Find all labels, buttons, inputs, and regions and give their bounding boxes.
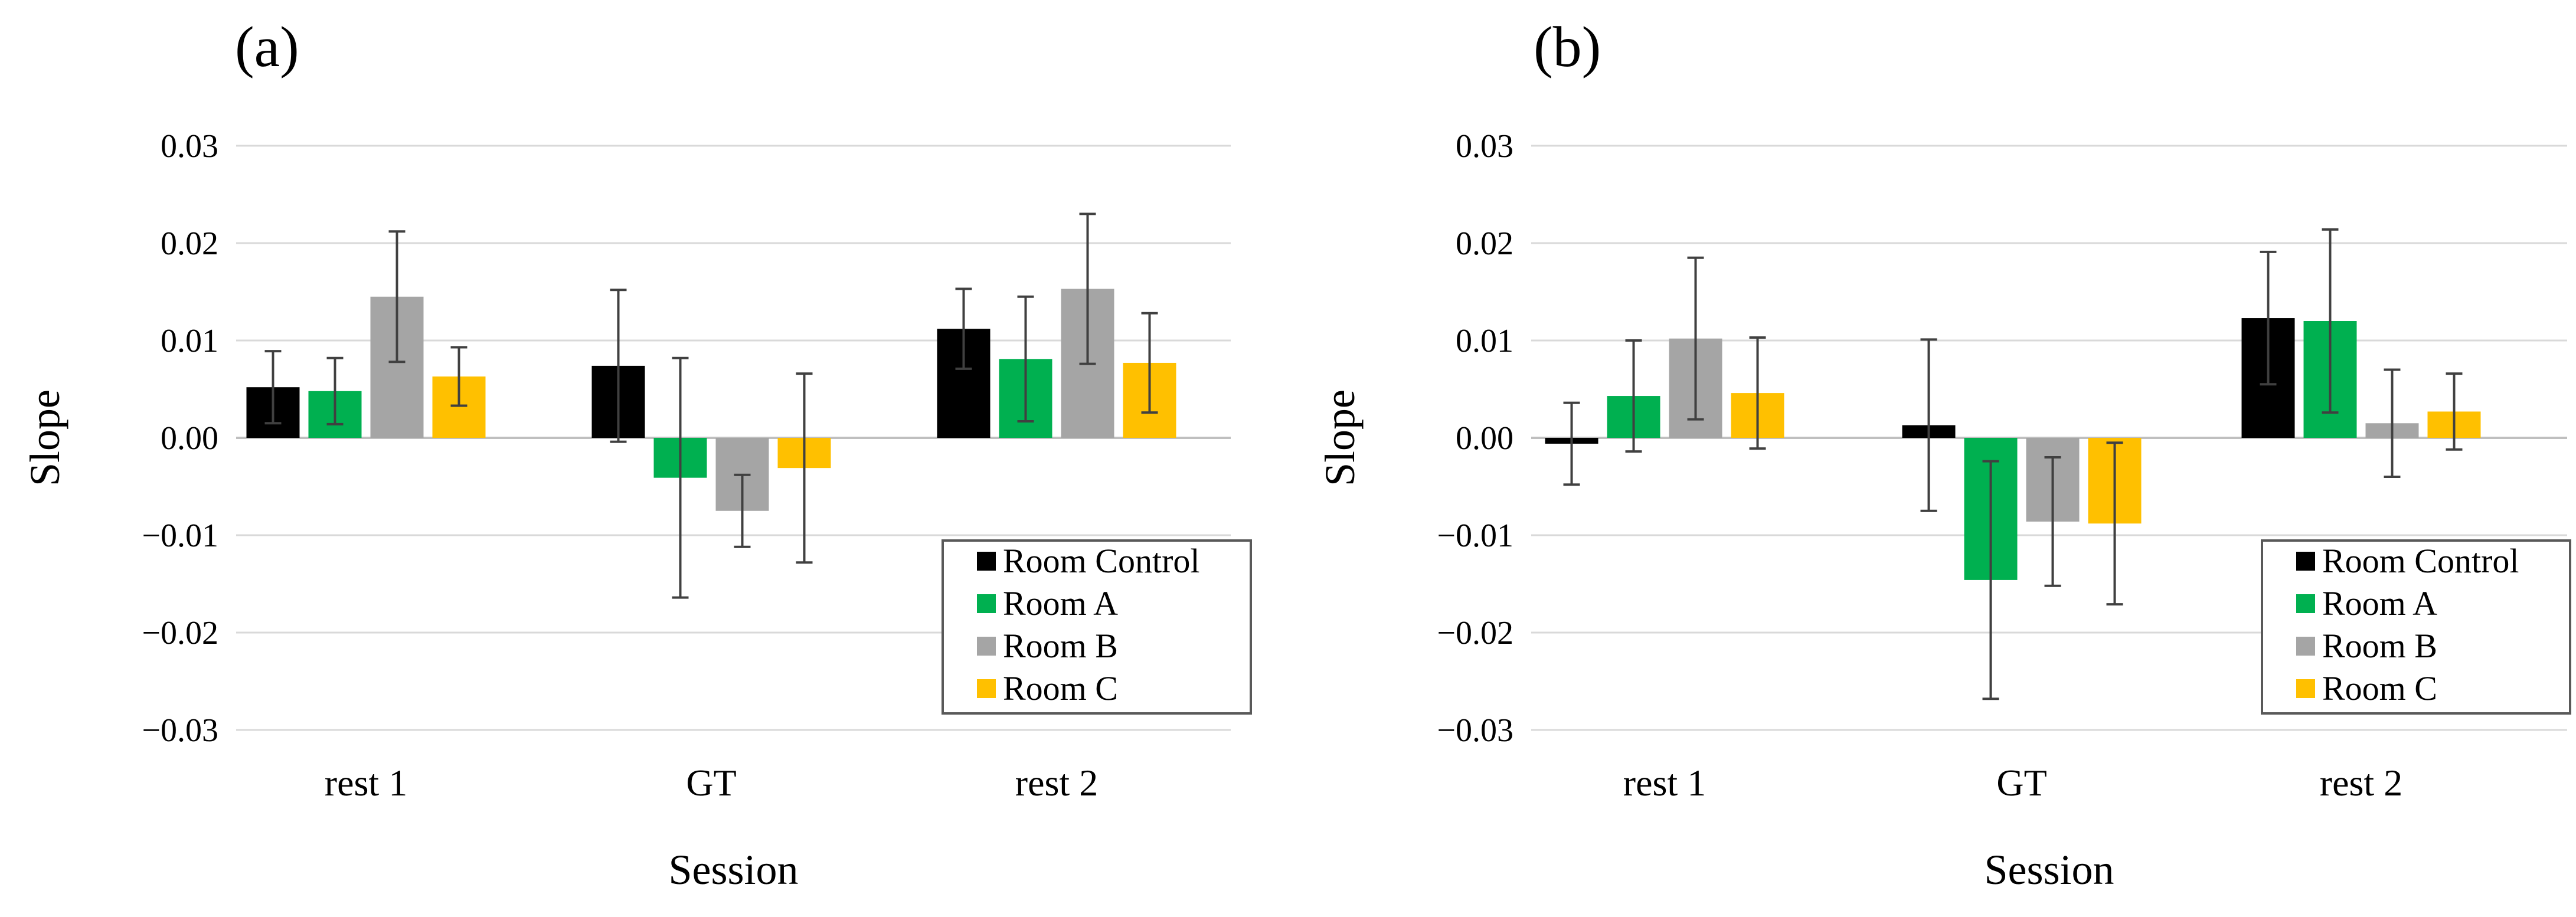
y-tick-label: 0.01: [161, 323, 218, 359]
legend-label: Room Control: [2322, 542, 2519, 580]
y-tick-label: −0.01: [1437, 518, 1513, 554]
legend-swatch: [2296, 679, 2315, 698]
x-category-label: rest 2: [2320, 762, 2402, 804]
y-tick-label: −0.02: [142, 615, 218, 651]
y-tick-label: −0.03: [142, 712, 218, 749]
y-tick-label: 0.03: [1456, 128, 1513, 165]
y-tick-label: 0.02: [161, 225, 218, 262]
legend-swatch: [977, 679, 996, 698]
legend-label: Room C: [1003, 669, 1118, 708]
legend-label: Room B: [2322, 627, 2437, 665]
legend-label: Room A: [1003, 584, 1118, 623]
x-category-label: GT: [1996, 762, 2047, 804]
legend: Room Control Room A Room B Room C: [2261, 539, 2571, 715]
y-axis-title: Slope: [1316, 389, 1364, 486]
y-tick-label: −0.01: [142, 518, 218, 554]
panel-label: (b): [1534, 15, 1601, 79]
x-category-label: rest 2: [1015, 762, 1098, 804]
legend: Room Control Room A Room B Room C: [942, 539, 1252, 715]
legend-swatch: [2296, 552, 2315, 571]
panel-label: (a): [235, 15, 299, 79]
x-axis-title: Session: [668, 846, 798, 893]
x-category-label: rest 1: [1623, 762, 1706, 804]
y-tick-label: 0.00: [1456, 420, 1513, 457]
y-tick-label: 0.02: [1456, 225, 1513, 262]
legend-label: Room Control: [1003, 542, 1200, 580]
y-tick-label: 0.01: [1456, 323, 1513, 359]
legend-label: Room A: [2322, 584, 2437, 623]
y-tick-label: 0.00: [161, 420, 218, 457]
y-axis-title: Slope: [21, 389, 68, 486]
x-category-label: GT: [686, 762, 736, 804]
legend-swatch: [977, 637, 996, 656]
legend-label: Room C: [2322, 669, 2437, 708]
y-tick-label: −0.03: [1437, 712, 1513, 749]
x-category-label: rest 1: [325, 762, 407, 804]
legend-swatch: [2296, 637, 2315, 656]
legend-label: Room B: [1003, 627, 1118, 665]
legend-swatch: [977, 594, 996, 613]
x-axis-title: Session: [1984, 846, 2114, 893]
chart-panel-b: (b) 0.03 0.02 0.01 0.00 −0.01 −0.02 −0.03 Slope r…: [1316, 15, 2571, 893]
legend-swatch: [977, 552, 996, 571]
chart-panel-a: (a) 0.03 0.02 0.01 0.00 −0.01 −0.02 −0.03 Slope r…: [21, 15, 1252, 893]
y-tick-label: 0.03: [161, 128, 218, 165]
y-tick-label: −0.02: [1437, 615, 1513, 651]
legend-swatch: [2296, 594, 2315, 613]
